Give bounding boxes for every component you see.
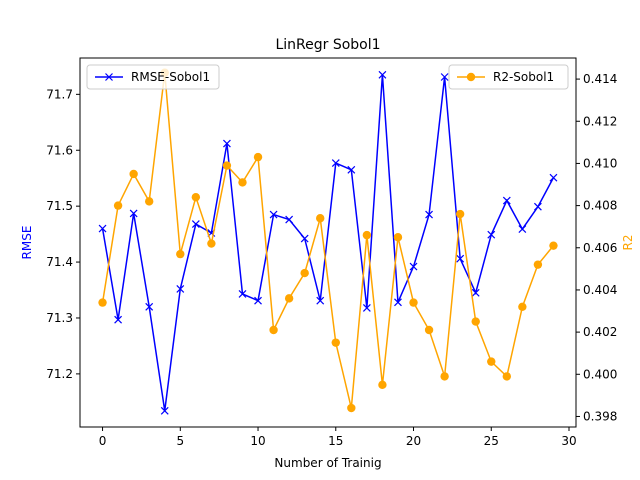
data-point-x	[176, 284, 185, 293]
y-left-tick-label: 71.4	[46, 255, 73, 269]
y-left-tick-label: 71.3	[46, 311, 73, 325]
x-tick-label: 30	[561, 434, 576, 448]
series-line	[101, 72, 555, 409]
data-point-circle	[393, 233, 403, 242]
y-right-tick-label: 0.398	[583, 409, 617, 423]
legend-left: RMSE-Sobol1	[86, 64, 220, 90]
data-point-x	[300, 234, 309, 243]
x-axis-label: Number of Trainig	[274, 456, 381, 470]
data-point-x	[347, 165, 356, 174]
data-point-x	[440, 73, 449, 81]
y-left-tick-label: 71.6	[46, 143, 73, 157]
data-point-circle	[440, 372, 449, 381]
y-axis-label-left: RMSE	[20, 226, 34, 260]
data-point-circle	[222, 161, 232, 170]
data-point-x	[114, 315, 123, 324]
data-point-circle	[518, 302, 527, 312]
y-right-tick-label: 0.402	[583, 325, 617, 339]
data-point-x	[409, 262, 418, 271]
data-point-circle	[471, 317, 480, 326]
data-point-circle	[129, 169, 138, 179]
legend-label: RMSE-Sobol1	[131, 70, 210, 84]
x-tick-label: 0	[99, 434, 107, 448]
data-point-x	[254, 296, 262, 305]
data-point-x	[362, 303, 371, 312]
data-point-circle	[549, 241, 558, 250]
data-point-circle	[362, 230, 372, 240]
legend-layer: RMSE-Sobol1 R2-Sobol1	[86, 64, 569, 90]
data-point-x	[456, 254, 465, 263]
data-point-circle	[409, 298, 418, 307]
data-point-x	[160, 406, 169, 415]
data-point-x	[518, 225, 527, 234]
y-right-tick-label: 0.410	[583, 156, 617, 170]
y-left-tick-label: 71.7	[46, 87, 73, 101]
data-point-x	[285, 215, 294, 224]
x-tick-label: 10	[250, 434, 265, 448]
data-point-x	[471, 288, 480, 297]
data-point-circle	[378, 380, 387, 390]
y-axis-label-right: R2	[621, 235, 635, 251]
legend-marker-x	[105, 73, 113, 81]
data-point-circle	[98, 298, 107, 307]
y-left-tick-label: 71.5	[46, 199, 73, 213]
y-right-tick-label: 0.412	[583, 114, 617, 128]
data-point-circle	[253, 152, 263, 162]
x-tick-label: 15	[328, 434, 343, 448]
data-point-circle	[487, 357, 496, 366]
data-point-x	[378, 70, 387, 79]
data-point-x	[269, 210, 278, 219]
plot-area	[79, 57, 577, 428]
data-point-circle	[269, 325, 278, 335]
data-point-circle	[424, 325, 434, 335]
data-point-x	[533, 202, 542, 211]
legend-label: R2-Sobol1	[493, 70, 554, 84]
data-point-x	[502, 196, 511, 205]
series-line	[101, 74, 555, 411]
data-point-circle	[533, 260, 543, 269]
data-point-x	[129, 209, 138, 218]
data-point-x	[425, 210, 433, 219]
y-right-tick-label: 0.406	[583, 241, 617, 255]
data-point-x	[191, 220, 200, 228]
y-right-tick-label: 0.414	[583, 72, 617, 86]
data-point-x	[238, 290, 247, 298]
y-right-tick-label: 0.408	[583, 199, 617, 213]
legend-marker-circle	[466, 72, 476, 82]
series-layer	[98, 68, 558, 415]
data-point-circle	[176, 249, 185, 259]
data-point-x	[98, 224, 107, 233]
legend-right: R2-Sobol1	[448, 64, 569, 90]
x-tick-label: 25	[484, 434, 499, 448]
data-point-circle	[502, 372, 512, 381]
data-point-circle	[238, 178, 247, 187]
x-tick-label: 5	[176, 434, 184, 448]
data-point-x	[394, 298, 402, 307]
data-point-x	[223, 139, 231, 148]
data-point-circle	[191, 192, 201, 202]
data-point-x	[549, 173, 558, 182]
data-point-x	[331, 159, 340, 168]
chart-title: LinRegr Sobol1	[275, 37, 380, 53]
data-point-circle	[455, 209, 465, 219]
y-right-tick-label: 0.404	[583, 283, 617, 297]
data-point-x	[316, 296, 325, 305]
data-point-x	[145, 302, 154, 311]
data-point-circle	[347, 403, 356, 413]
data-point-circle	[331, 338, 340, 347]
data-point-x	[487, 230, 496, 239]
y-left-tick-label: 71.2	[46, 367, 73, 381]
data-point-circle	[207, 239, 216, 248]
data-point-circle	[300, 268, 309, 278]
data-point-circle	[284, 294, 294, 303]
y-right-tick-label: 0.400	[583, 367, 617, 381]
data-point-circle	[144, 197, 154, 206]
data-point-circle	[113, 201, 123, 210]
axis-layer: 0 5 10 15 20 25 30 71.2 71.3 71.4 71.5 71.6 71.7 0.39…	[46, 72, 617, 448]
x-tick-label: 20	[406, 434, 421, 448]
data-point-circle	[316, 214, 325, 223]
